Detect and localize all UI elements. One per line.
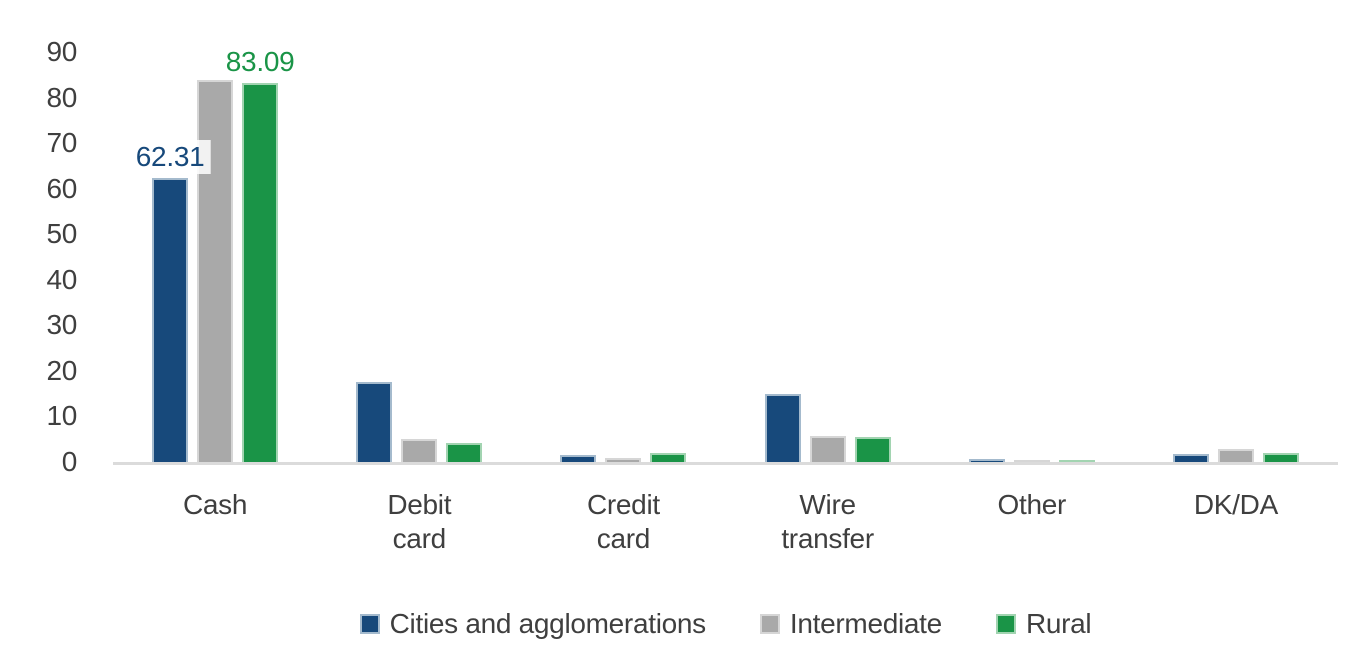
y-axis-tick-label: 80 [46,81,77,113]
x-axis-label: Debit card [387,489,452,554]
bar-cities-and-agglomerations-2 [560,454,597,462]
y-axis-tick-label: 0 [61,446,78,477]
legend-label: Cities and agglomerations [389,608,707,639]
bar-cities-and-agglomerations-3 [764,393,801,462]
bar-group-cash [113,0,317,462]
bar-group-credit-card [521,0,725,462]
legend-label: Intermediate [789,608,942,639]
data-label: 83.09 [225,46,295,78]
legend: Cities and agglomerations Intermediate Rur… [113,608,1338,640]
bar-rural-4 [1058,460,1095,462]
bar-cities-and-agglomerations-0 [152,178,189,462]
plot-area [113,0,1338,462]
y-axis-tick-label: 30 [46,309,77,341]
data-label: 62.31 [129,140,211,175]
bar-rural-5 [1262,452,1299,462]
bar-cities-and-agglomerations-5 [1172,453,1209,462]
legend-item-intermediate: Intermediate [759,608,942,640]
legend-swatch-icon [359,614,380,634]
y-axis-tick-label: 10 [46,400,77,432]
bar-intermediate-3 [809,436,846,462]
bar-rural-2 [650,453,687,462]
bar-group-other [930,0,1134,462]
x-axis-labels: Cash Debit card Credit card Wire transfer Ot… [113,488,1338,556]
y-axis-tick-label: 50 [46,218,77,250]
bar-rural-3 [854,436,891,462]
x-axis-label: Credit card [586,489,660,554]
legend-item-rural: Rural [995,608,1092,640]
bar-intermediate-2 [605,457,642,462]
y-axis-tick-label: 90 [46,36,77,67]
bar-group-dk-da [1134,0,1338,462]
bar-rural-1 [446,442,483,462]
bar-rural-0 [242,83,279,462]
y-axis-tick-label: 40 [46,263,77,295]
bar-group-debit-card [317,0,521,462]
bar-intermediate-4 [1013,460,1050,462]
y-axis-tick-label: 60 [46,172,77,204]
bar-cities-and-agglomerations-4 [968,458,1005,462]
x-axis-label: Other [997,489,1067,520]
x-axis-label: Cash [182,489,248,520]
x-axis-label: DK/DA [1193,489,1278,520]
legend-swatch-icon [995,614,1016,634]
bar-intermediate-1 [401,438,438,462]
bar-intermediate-5 [1217,448,1254,462]
bar-group-wire-transfer [726,0,930,462]
y-axis-tick-label: 70 [46,127,77,159]
legend-item-cities-and-agglomerations: Cities and agglomerations [359,608,707,640]
x-axis-label: Wire transfer [781,489,874,554]
x-axis-line [113,462,1338,465]
bar-cities-and-agglomerations-1 [356,381,393,462]
legend-swatch-icon [759,614,780,634]
y-axis-tick-label: 20 [46,354,77,386]
bar-intermediate-0 [197,79,234,462]
legend-label: Rural [1025,608,1092,639]
